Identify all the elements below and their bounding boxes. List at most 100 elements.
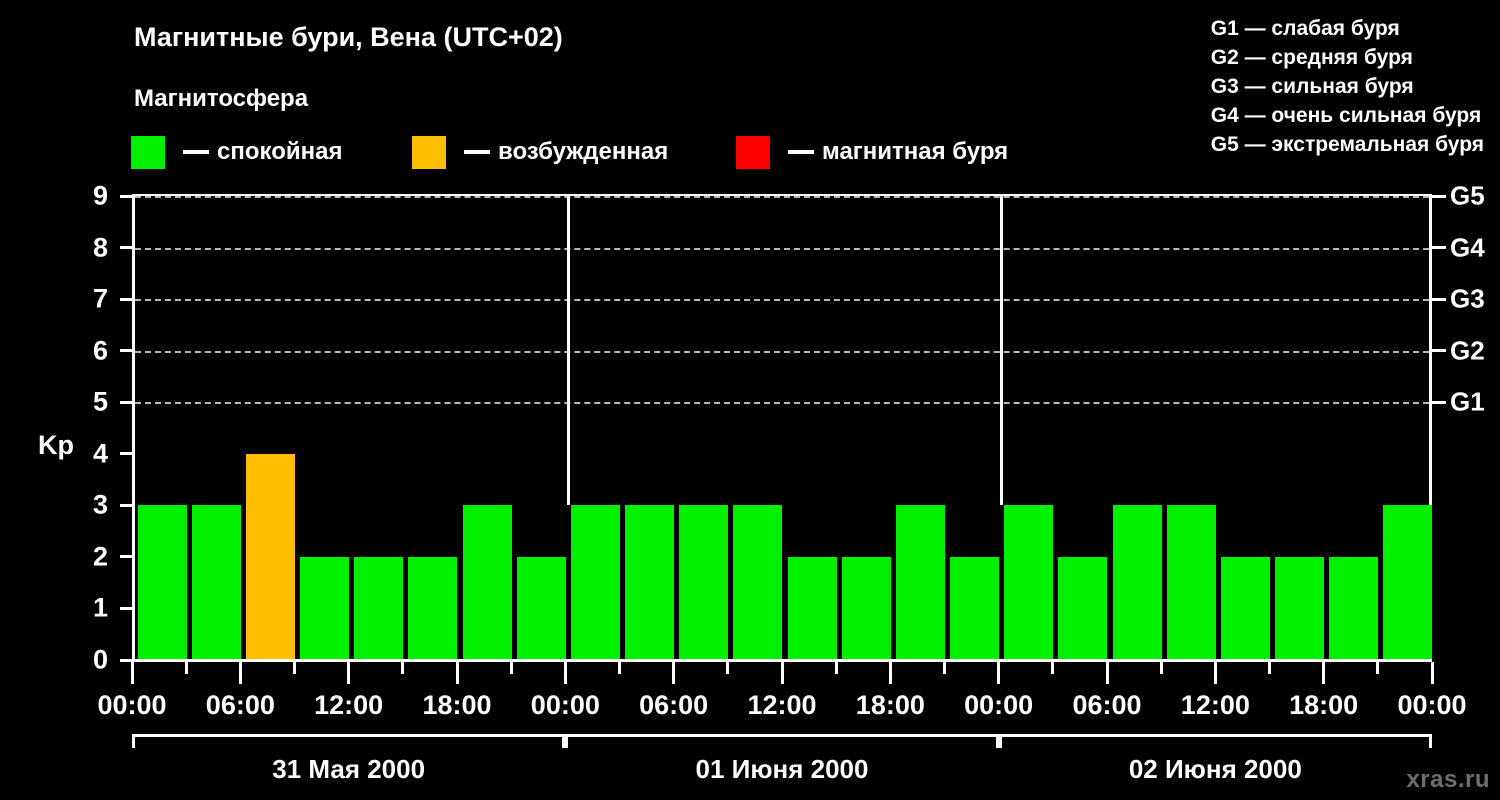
g-tick-label-g3: G3 (1450, 283, 1485, 314)
date-label: 02 Июня 2000 (1128, 754, 1302, 784)
bar[interactable] (516, 556, 566, 660)
bar[interactable] (841, 556, 891, 660)
y-axis-title: Kp (38, 430, 74, 460)
page-title: Магнитные бури, Вена (UTC+02) (134, 22, 563, 52)
x-tick-21 (1268, 662, 1271, 674)
g-tick-g3 (1432, 297, 1446, 301)
x-tick-label: 06:00 (639, 690, 709, 720)
y-tick-label-4: 4 (92, 438, 108, 469)
gridline-kp-7 (135, 299, 1429, 302)
x-tick-label: 18:00 (422, 690, 492, 720)
chart-plot-area (132, 196, 1433, 660)
date-label: 31 Мая 2000 (272, 754, 426, 784)
bar[interactable] (733, 505, 783, 660)
gridline-kp-8 (135, 247, 1429, 250)
y-tick-label-0: 0 (92, 644, 108, 675)
x-tick-11 (726, 662, 730, 674)
bar[interactable] (570, 505, 620, 660)
y-tick-0 (120, 658, 132, 662)
y-tick-6 (120, 349, 132, 353)
bar[interactable] (1383, 505, 1433, 660)
legend-swatch-storm (736, 135, 770, 169)
g-tick-g4 (1432, 246, 1446, 250)
y-tick-9 (120, 194, 132, 198)
bar[interactable] (408, 556, 458, 660)
bar[interactable] (787, 556, 837, 660)
x-tick-23 (1376, 662, 1380, 674)
bar[interactable] (1166, 505, 1216, 660)
legend-dash-icon (464, 150, 490, 154)
g-legend-row-g3: G3 — сильная буря (1210, 75, 1414, 98)
x-tick-0 (130, 662, 134, 684)
x-tick-5 (401, 662, 405, 674)
bar[interactable] (191, 505, 241, 660)
bar[interactable] (462, 505, 512, 660)
x-tick-label: 18:00 (855, 690, 925, 720)
g-legend-row-g2: G2 — средняя буря (1210, 46, 1413, 69)
bar[interactable] (245, 453, 295, 660)
g-scale-legend: G1 — слабая буря G2 — средняя буря G3 — си… (1211, 14, 1484, 159)
y-tick-5 (120, 400, 132, 404)
x-tick-label: 00:00 (97, 690, 167, 720)
bar[interactable] (1275, 556, 1325, 660)
g-legend-row-g4: G4 — очень сильная буря (1210, 104, 1482, 127)
bar[interactable] (950, 556, 1000, 660)
plot-bottom-border (132, 659, 1432, 662)
legend-swatch-calm (131, 135, 165, 169)
bar[interactable] (137, 505, 187, 660)
bar[interactable] (1112, 505, 1162, 660)
legend-dash-icon (788, 150, 814, 154)
g-tick-label-g5: G5 (1450, 180, 1485, 211)
y-tick-label-8: 8 (92, 232, 108, 263)
bar[interactable] (895, 505, 945, 660)
x-tick-1 (184, 662, 188, 674)
legend-label-excited: возбужденная (498, 138, 669, 165)
date-bracket-2 (565, 734, 999, 748)
bar[interactable] (300, 556, 350, 660)
y-tick-8 (120, 246, 132, 250)
x-tick-19 (1159, 662, 1163, 674)
x-tick-label: 06:00 (1072, 690, 1142, 720)
y-tick-2 (120, 555, 132, 559)
bar[interactable] (1004, 505, 1054, 660)
x-tick-13 (834, 662, 838, 674)
x-tick-label: 06:00 (205, 690, 275, 720)
gridline-kp-6 (135, 350, 1429, 353)
day-separator-1 (566, 196, 570, 506)
bar[interactable] (1220, 556, 1270, 660)
x-tick-label: 12:00 (747, 690, 817, 720)
bar[interactable] (1058, 556, 1108, 660)
bar[interactable] (679, 505, 729, 660)
x-tick-12 (780, 662, 784, 684)
x-tick-6 (455, 662, 459, 684)
gridline-kp-5 (135, 402, 1429, 405)
x-tick-3 (293, 662, 296, 674)
g-legend-row-g1: G1 — слабая буря (1210, 17, 1400, 40)
magnetosphere-heading: Магнитосфера (134, 85, 309, 112)
y-tick-label-9: 9 (92, 180, 108, 211)
y-tick-1 (120, 606, 132, 610)
bar[interactable] (625, 505, 675, 660)
x-tick-label: 00:00 (530, 690, 600, 720)
g-legend-row-g5: G5 — экстремальная буря (1210, 133, 1484, 156)
legend-swatch-excited (412, 135, 446, 169)
bar[interactable] (354, 556, 404, 660)
legend-item-storm: магнитная буря (736, 134, 1008, 170)
y-tick-4 (120, 452, 132, 456)
g-tick-label-g4: G4 (1450, 232, 1485, 263)
date-bracket-1 (132, 734, 566, 748)
x-tick-7 (509, 662, 513, 674)
g-tick-label-g2: G2 (1450, 335, 1485, 366)
x-tick-label: 12:00 (1180, 690, 1250, 720)
y-tick-label-1: 1 (92, 592, 108, 623)
watermark: xras.ru (1406, 766, 1490, 793)
x-tick-4 (347, 662, 351, 684)
y-tick-label-7: 7 (92, 283, 108, 314)
date-bracket-3 (998, 734, 1432, 748)
bar[interactable] (1329, 556, 1379, 660)
legend-item-excited: возбужденная (412, 134, 668, 170)
x-tick-label: 12:00 (314, 690, 384, 720)
x-tick-16 (997, 662, 1001, 684)
x-tick-label: 00:00 (1397, 690, 1467, 720)
x-tick-14 (888, 662, 892, 684)
